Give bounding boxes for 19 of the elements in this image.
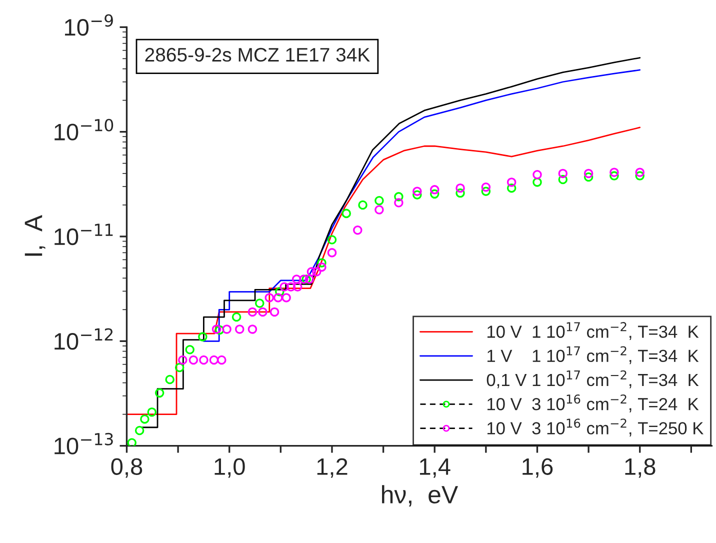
- legend-label: 10 V 3 10$^{16}$ cm$^{−2}$, T=24 K: [488, 394, 699, 412]
- legend-label: 1 V 1 10$^{17}$ cm$^{−2}$, T=34 K: [488, 346, 699, 364]
- y-tick-label: 10$^{−11}$: [54, 224, 113, 246]
- x-tick-label: 1,8: [625, 458, 656, 478]
- legend-label: 10 V 3 10$^{16}$ cm$^{−2}$, T=250 K: [488, 418, 704, 436]
- x-tick-label: 1,4: [420, 458, 450, 478]
- x-tick-label: 1,2: [317, 458, 348, 478]
- y-tick-label: 10$^{−12}$: [54, 328, 113, 350]
- legend-label: 0,1 V 1 10$^{17}$ cm$^{−2}$, T=34 K: [486, 370, 699, 388]
- legend-label: 10 V 1 10$^{17}$ cm$^{−2}$, T=34 K: [488, 322, 699, 340]
- y-tick-label: 10$^{−13}$: [54, 432, 113, 454]
- y-axis-title: I, A: [24, 214, 46, 256]
- x-tick-label: 0,8: [111, 458, 142, 478]
- x-axis-title: hν, eV: [382, 485, 458, 506]
- y-tick-label: 10$^{−9}$: [65, 14, 113, 36]
- x-tick-label: 1,0: [214, 458, 245, 478]
- y-tick-label: 10$^{−10}$: [54, 118, 114, 140]
- annotation: 2865-9-2s MCZ 1E17 34K: [145, 48, 370, 62]
- x-tick-label: 1,6: [522, 458, 553, 478]
